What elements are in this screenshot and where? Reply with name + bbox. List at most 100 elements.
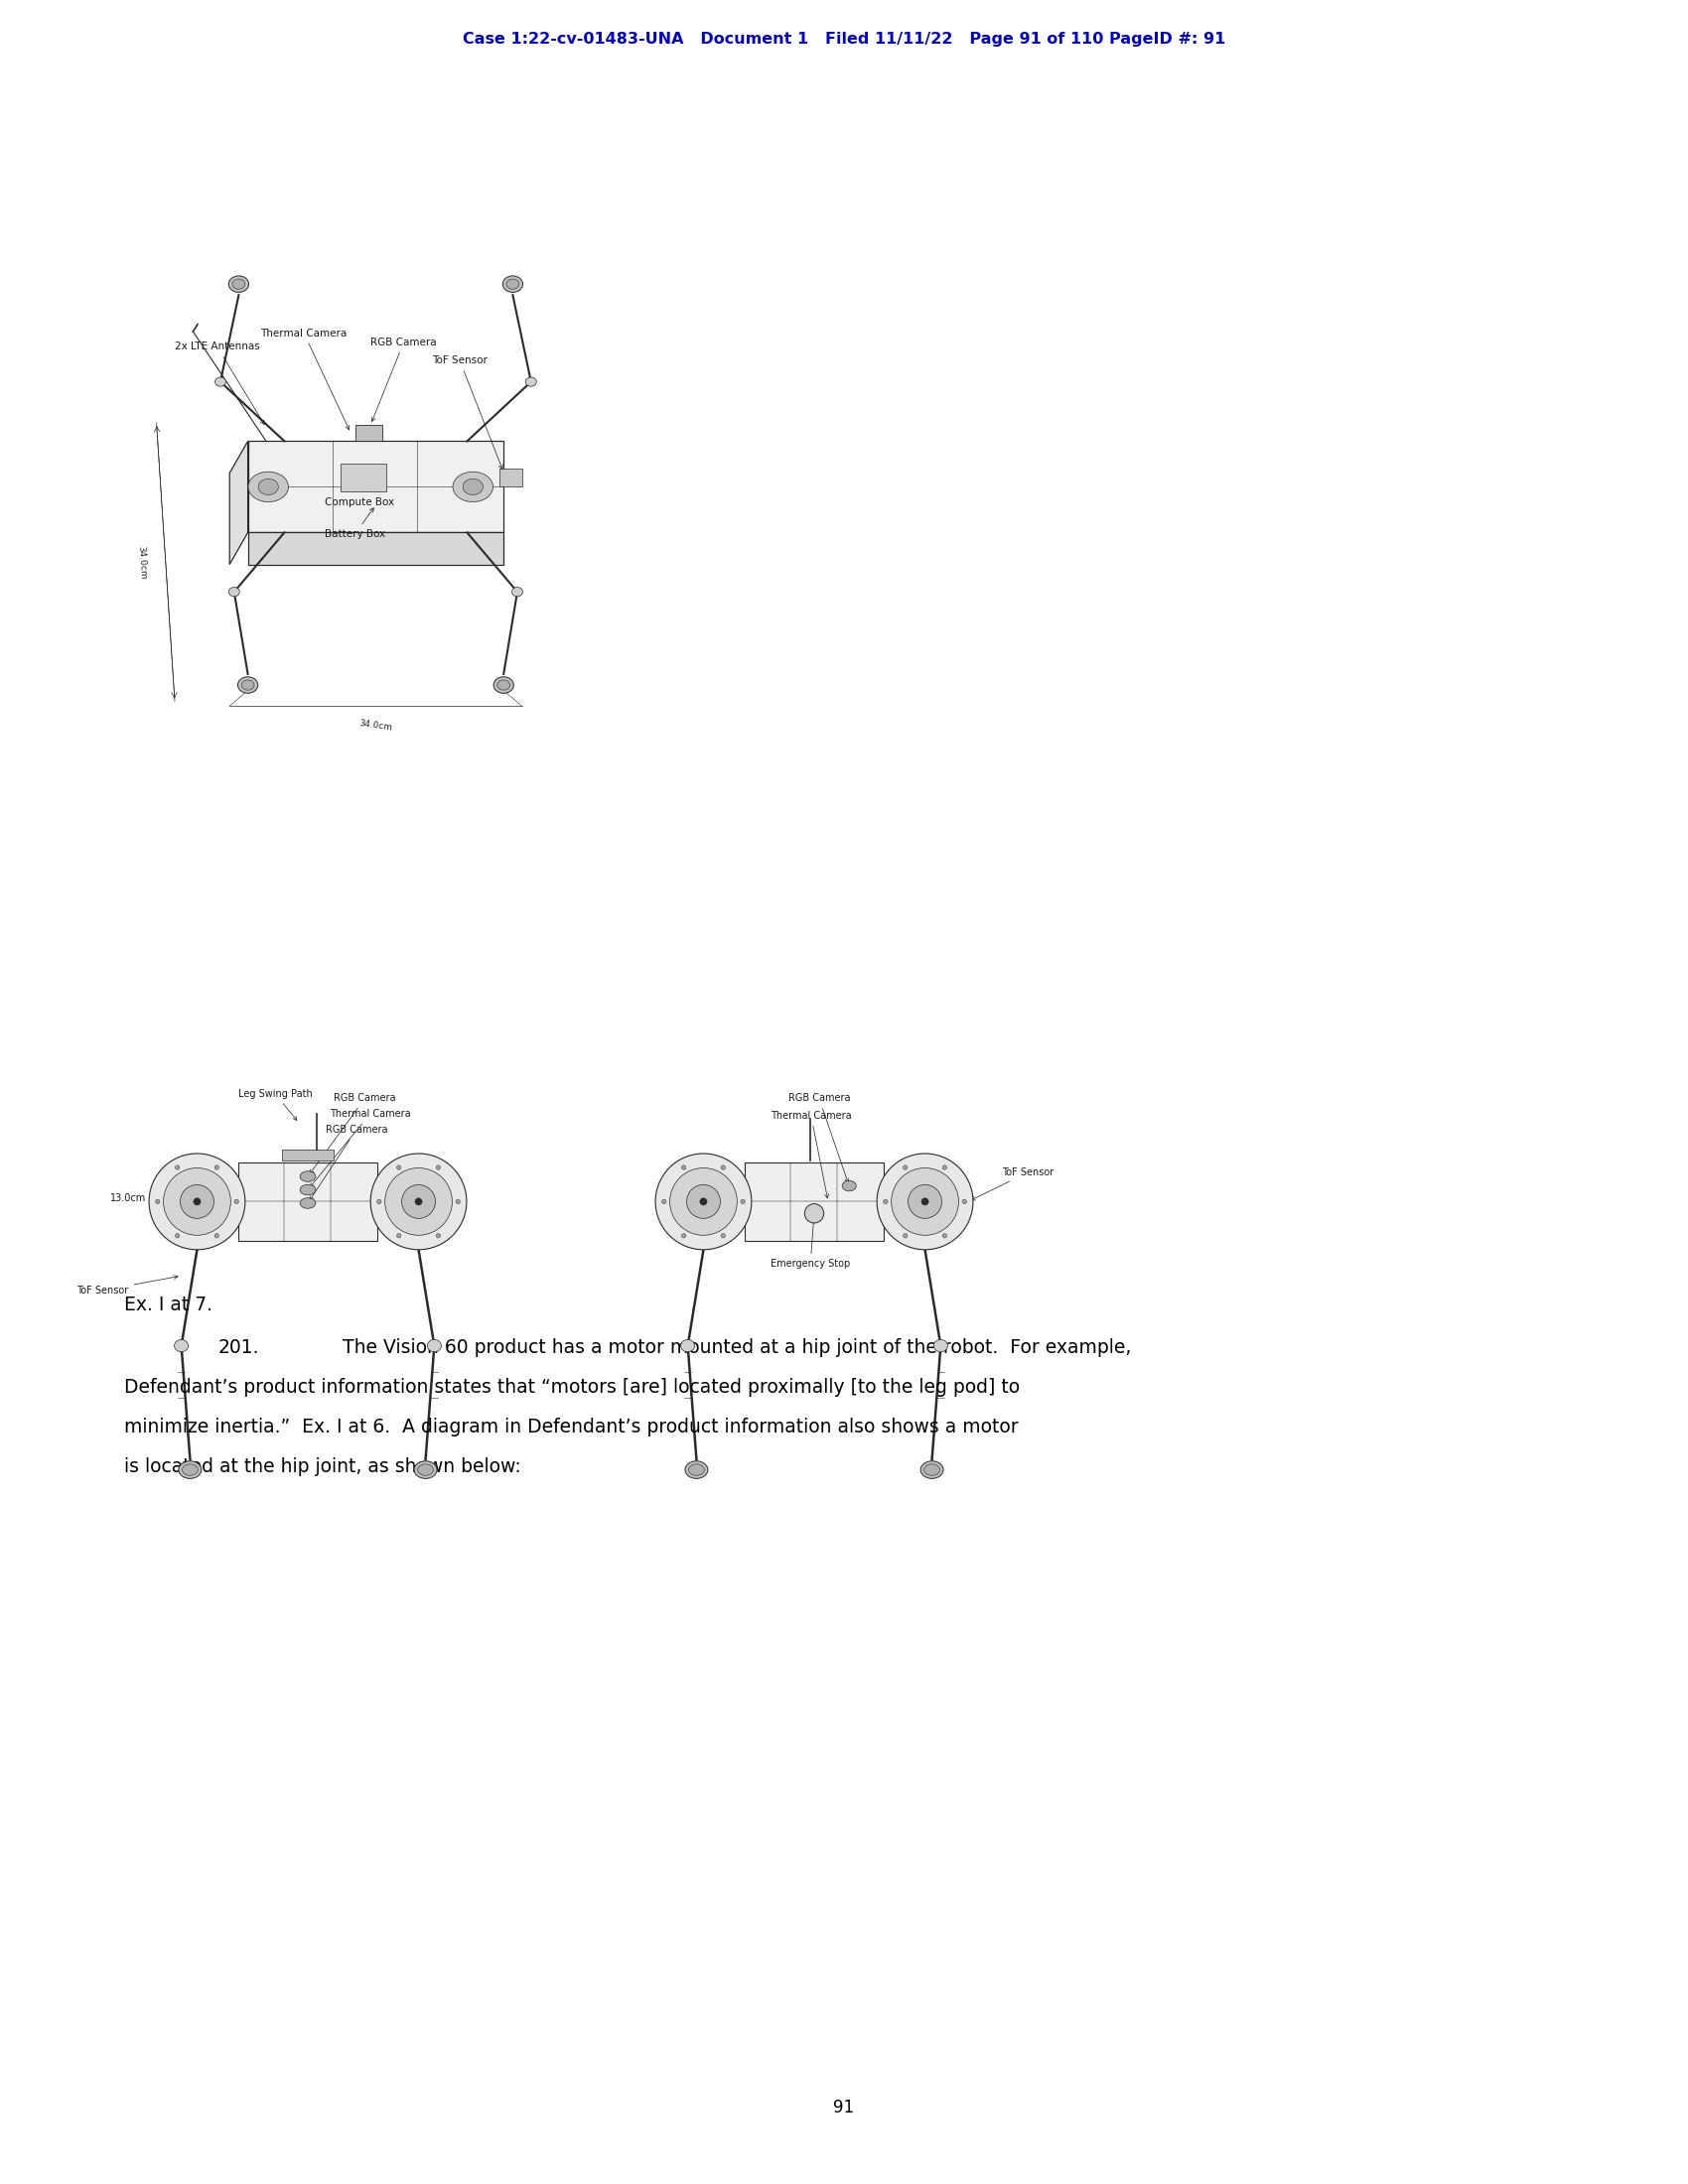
- Ellipse shape: [962, 1199, 967, 1203]
- Ellipse shape: [248, 472, 289, 502]
- FancyBboxPatch shape: [339, 463, 387, 491]
- Ellipse shape: [805, 1203, 824, 1223]
- Text: The Vision 60 product has a motor mounted at a hip joint of the robot.  For exam: The Vision 60 product has a motor mounte…: [343, 1339, 1131, 1356]
- Ellipse shape: [876, 1153, 972, 1249]
- Text: Thermal Camera: Thermal Camera: [260, 328, 349, 430]
- Ellipse shape: [415, 1199, 422, 1206]
- FancyBboxPatch shape: [744, 1162, 885, 1241]
- Ellipse shape: [923, 1463, 940, 1476]
- Text: 34.0cm: 34.0cm: [358, 719, 393, 732]
- Ellipse shape: [427, 1339, 441, 1352]
- Polygon shape: [236, 1177, 238, 1225]
- Ellipse shape: [842, 1182, 856, 1190]
- Ellipse shape: [685, 1461, 707, 1479]
- Ellipse shape: [182, 1463, 197, 1476]
- Ellipse shape: [922, 1199, 928, 1206]
- Text: 91: 91: [834, 2099, 854, 2116]
- Ellipse shape: [258, 478, 279, 496]
- Ellipse shape: [701, 1199, 707, 1206]
- FancyBboxPatch shape: [282, 1151, 334, 1160]
- Ellipse shape: [300, 1199, 316, 1208]
- Polygon shape: [743, 1177, 744, 1225]
- Ellipse shape: [511, 587, 523, 596]
- Ellipse shape: [682, 1166, 685, 1171]
- Ellipse shape: [214, 1166, 219, 1171]
- Ellipse shape: [238, 677, 258, 692]
- Ellipse shape: [682, 1234, 685, 1238]
- Ellipse shape: [149, 1153, 245, 1249]
- Ellipse shape: [493, 677, 513, 692]
- Text: 201.: 201.: [218, 1339, 260, 1356]
- Ellipse shape: [300, 1171, 316, 1182]
- Ellipse shape: [670, 1168, 738, 1236]
- Ellipse shape: [463, 478, 483, 496]
- Ellipse shape: [228, 275, 248, 293]
- Ellipse shape: [176, 1234, 179, 1238]
- FancyBboxPatch shape: [238, 1162, 378, 1241]
- Ellipse shape: [164, 1168, 231, 1236]
- Ellipse shape: [456, 1199, 461, 1203]
- Ellipse shape: [506, 280, 520, 288]
- Ellipse shape: [376, 1199, 381, 1203]
- Ellipse shape: [891, 1168, 959, 1236]
- Ellipse shape: [662, 1199, 667, 1203]
- Ellipse shape: [655, 1153, 751, 1249]
- Text: Battery Box: Battery Box: [324, 509, 385, 539]
- Text: Leg Swing Path: Leg Swing Path: [238, 1090, 312, 1120]
- Text: RGB Camera: RGB Camera: [371, 336, 437, 422]
- Ellipse shape: [933, 1339, 947, 1352]
- Ellipse shape: [920, 1461, 944, 1479]
- Ellipse shape: [385, 1168, 452, 1236]
- Ellipse shape: [402, 1184, 436, 1219]
- Ellipse shape: [179, 1461, 201, 1479]
- Ellipse shape: [241, 679, 255, 690]
- Text: RGB Camera: RGB Camera: [311, 1125, 387, 1201]
- Ellipse shape: [174, 1339, 189, 1352]
- Text: Thermal Camera: Thermal Camera: [311, 1109, 410, 1188]
- Ellipse shape: [680, 1339, 695, 1352]
- Ellipse shape: [194, 1199, 201, 1206]
- Ellipse shape: [525, 378, 537, 387]
- Text: Emergency Stop: Emergency Stop: [770, 1216, 851, 1269]
- Ellipse shape: [903, 1234, 908, 1238]
- Text: Compute Box: Compute Box: [324, 476, 395, 507]
- Text: 2x LTE Antennas: 2x LTE Antennas: [176, 343, 265, 424]
- Ellipse shape: [689, 1463, 704, 1476]
- Ellipse shape: [452, 472, 493, 502]
- Text: 34.0cm: 34.0cm: [137, 546, 147, 579]
- Text: Ex. I at 7.: Ex. I at 7.: [125, 1295, 213, 1315]
- Text: RGB Camera: RGB Camera: [788, 1094, 851, 1182]
- Text: ToF Sensor: ToF Sensor: [971, 1168, 1053, 1199]
- Polygon shape: [248, 533, 503, 563]
- Ellipse shape: [370, 1153, 466, 1249]
- Ellipse shape: [721, 1234, 726, 1238]
- Ellipse shape: [498, 679, 510, 690]
- Polygon shape: [885, 1177, 886, 1225]
- Ellipse shape: [397, 1234, 402, 1238]
- Text: Defendant’s product information states that “motors [are] located proximally [to: Defendant’s product information states t…: [125, 1378, 1020, 1398]
- Ellipse shape: [176, 1166, 179, 1171]
- Ellipse shape: [942, 1166, 947, 1171]
- Polygon shape: [248, 441, 503, 533]
- Text: is located at the hip joint, as shown below:: is located at the hip joint, as shown be…: [125, 1457, 522, 1476]
- Text: Thermal Camera: Thermal Camera: [770, 1112, 851, 1199]
- Ellipse shape: [235, 1199, 238, 1203]
- Ellipse shape: [155, 1199, 160, 1203]
- Text: RGB Camera: RGB Camera: [311, 1094, 397, 1173]
- Ellipse shape: [436, 1166, 441, 1171]
- Ellipse shape: [903, 1166, 908, 1171]
- Ellipse shape: [233, 280, 245, 288]
- Text: ToF Sensor: ToF Sensor: [432, 356, 503, 470]
- Ellipse shape: [436, 1234, 441, 1238]
- Ellipse shape: [228, 587, 240, 596]
- FancyBboxPatch shape: [354, 424, 383, 441]
- Ellipse shape: [503, 275, 523, 293]
- Text: Case 1:22-cv-01483-UNA   Document 1   Filed 11/11/22   Page 91 of 110 PageID #: : Case 1:22-cv-01483-UNA Document 1 Filed …: [463, 33, 1225, 46]
- Polygon shape: [230, 441, 248, 563]
- Ellipse shape: [417, 1463, 434, 1476]
- Text: ToF Sensor: ToF Sensor: [78, 1275, 177, 1295]
- Text: 13.0cm: 13.0cm: [110, 1195, 194, 1203]
- Ellipse shape: [181, 1184, 214, 1219]
- Text: minimize inertia.”  Ex. I at 6.  A diagram in Defendant’s product information al: minimize inertia.” Ex. I at 6. A diagram…: [125, 1417, 1018, 1437]
- Ellipse shape: [214, 1234, 219, 1238]
